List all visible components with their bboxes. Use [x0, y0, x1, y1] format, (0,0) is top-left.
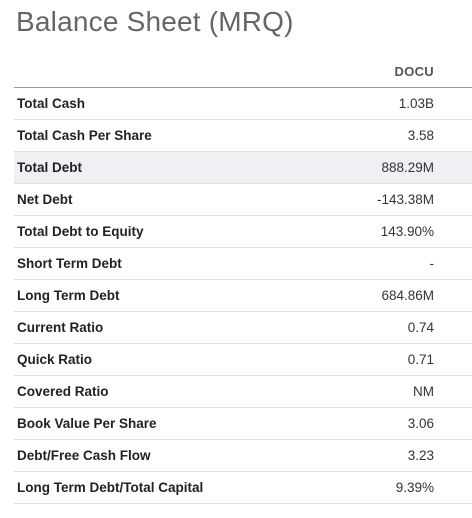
row-value: 888.29M	[381, 160, 434, 175]
row-value: 3.58	[407, 128, 434, 143]
table-row: Total Debt to Equity 143.90%	[14, 216, 472, 248]
row-label: Net Debt	[17, 192, 73, 207]
table-row: Long Term Debt 684.86M	[14, 280, 472, 312]
table-row: Total Cash 1.03B	[14, 88, 472, 120]
row-label: Total Debt	[17, 160, 82, 175]
row-label: Debt/Free Cash Flow	[17, 448, 151, 463]
table-body: Total Cash 1.03B Total Cash Per Share 3.58 T…	[14, 88, 472, 504]
row-label: Quick Ratio	[17, 352, 93, 367]
row-value: 684.86M	[381, 288, 434, 303]
row-value: 0.74	[407, 320, 434, 335]
table-row: Long Term Debt/Total Capital 9.39%	[14, 472, 472, 504]
balance-sheet-table: DOCU Total Cash 1.03B Total Cash Per Share…	[14, 56, 472, 504]
row-value: 1.03B	[398, 96, 434, 111]
table-row: Short Term Debt -	[14, 248, 472, 280]
row-value: NM	[413, 384, 434, 399]
row-label: Total Debt to Equity	[17, 224, 144, 239]
column-header-ticker[interactable]: DOCU	[394, 64, 434, 79]
row-label: Current Ratio	[17, 320, 104, 335]
row-value: 9.39%	[395, 480, 434, 495]
row-label: Total Cash	[17, 96, 86, 111]
table-row: Debt/Free Cash Flow 3.23	[14, 440, 472, 472]
row-value: 3.06	[407, 416, 434, 431]
table-header-row: DOCU	[14, 56, 472, 88]
row-label: Total Cash Per Share	[17, 128, 152, 143]
row-value: 143.90%	[380, 224, 434, 239]
row-value: 3.23	[407, 448, 434, 463]
table-row: Total Cash Per Share 3.58	[14, 120, 472, 152]
row-label: Short Term Debt	[17, 256, 122, 271]
page-title: Balance Sheet (MRQ)	[16, 6, 294, 37]
table-row: Net Debt -143.38M	[14, 184, 472, 216]
row-label: Book Value Per Share	[17, 416, 157, 431]
row-label: Covered Ratio	[17, 384, 109, 399]
row-label: Long Term Debt/Total Capital	[17, 480, 204, 495]
table-row: Covered Ratio NM	[14, 376, 472, 408]
table-row: Current Ratio 0.74	[14, 312, 472, 344]
table-row: Quick Ratio 0.71	[14, 344, 472, 376]
table-row: Total Debt 888.29M	[14, 152, 472, 184]
table-row: Book Value Per Share 3.06	[14, 408, 472, 440]
row-label: Long Term Debt	[17, 288, 120, 303]
row-value: 0.71	[407, 352, 434, 367]
row-value: -	[429, 256, 435, 271]
row-value: -143.38M	[376, 192, 434, 207]
